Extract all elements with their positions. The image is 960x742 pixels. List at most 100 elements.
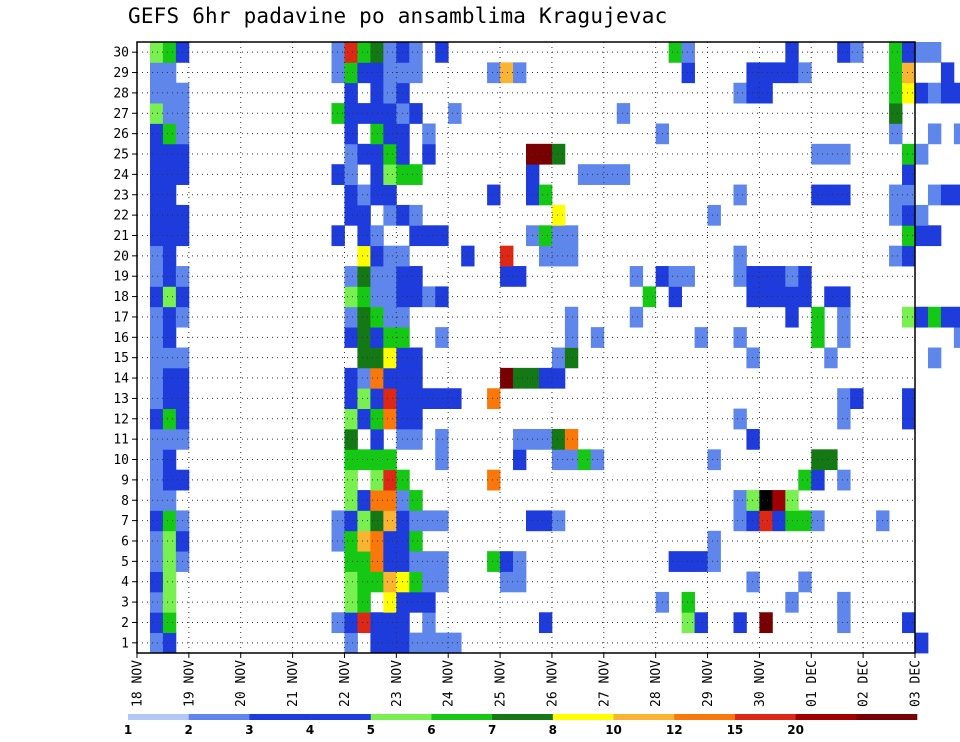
precip-cell: [435, 286, 449, 308]
precip-cell: [422, 571, 436, 593]
precip-cell: [383, 367, 397, 389]
precip-cell: [344, 143, 358, 165]
precip-cell: [733, 490, 747, 511]
y-tick-label: 16: [113, 331, 129, 346]
precip-cell: [889, 82, 903, 104]
precip-cell: [331, 103, 345, 124]
grid-lines: [137, 42, 915, 653]
precip-cell: [357, 612, 371, 634]
y-tick-label: 19: [113, 270, 129, 285]
precip-cell: [668, 286, 682, 308]
precip-cell: [733, 82, 747, 104]
precip-cell: [344, 551, 358, 572]
precip-cell: [538, 143, 553, 165]
colorbar-segment: [431, 714, 493, 720]
precip-cell: [772, 490, 786, 511]
precip-cell: [149, 428, 164, 450]
precip-cell: [162, 408, 177, 430]
precip-cell: [902, 164, 916, 185]
precip-cell: [435, 42, 449, 63]
precip-cell: [513, 367, 527, 389]
precip-cell: [357, 143, 371, 165]
precip-cell: [940, 306, 955, 328]
precip-cell: [149, 184, 164, 206]
precip-cell: [162, 469, 177, 491]
precip-cells: [149, 42, 960, 654]
precip-cell: [344, 510, 358, 532]
precip-cell: [162, 164, 177, 185]
precip-cell: [396, 306, 410, 328]
precip-cell: [344, 266, 358, 287]
precip-cell: [383, 469, 397, 491]
precip-cell: [344, 449, 358, 471]
colorbar-label: 5: [367, 723, 375, 737]
precip-cell: [889, 204, 903, 226]
precip-cell: [149, 103, 164, 124]
precip-cell: [357, 103, 371, 124]
chart-title: GEFS 6hr padavine po ansamblima Kragujev…: [128, 4, 668, 28]
colorbar-label: 8: [549, 723, 557, 737]
precip-cell: [344, 327, 358, 348]
precip-cell: [538, 245, 553, 267]
precip-cell: [824, 347, 838, 369]
colorbar-label: 1: [124, 723, 132, 737]
precip-cell: [357, 408, 371, 430]
precip-cell: [409, 388, 423, 409]
precip-cell: [331, 42, 345, 63]
precip-cell: [331, 62, 345, 84]
colorbar-segment: [674, 714, 736, 720]
precip-cell: [927, 306, 942, 328]
precip-cell: [837, 306, 851, 328]
precip-cell: [759, 82, 773, 104]
precip-cell: [409, 204, 423, 226]
precip-cell: [344, 103, 358, 124]
precip-cell: [396, 327, 410, 348]
precip-cell: [357, 62, 371, 84]
precip-cell: [733, 612, 747, 634]
precip-cell: [837, 184, 851, 206]
x-tick-label: 02 DEC: [857, 660, 872, 707]
colorbar-label: 10: [605, 723, 622, 737]
colorbar-label: 2: [185, 723, 193, 737]
x-tick-label: 30 NOV: [753, 660, 768, 707]
precip-cell: [733, 327, 747, 348]
colorbar-label: 6: [427, 723, 435, 737]
precip-cell: [383, 103, 397, 124]
precip-cell: [344, 571, 358, 593]
precip-cell: [162, 123, 177, 145]
precip-cell: [551, 449, 566, 471]
precip-cell: [707, 449, 721, 471]
precip-cell: [344, 367, 358, 389]
precip-cell: [927, 184, 942, 206]
precip-cell: [331, 164, 345, 185]
precip-cell: [902, 82, 916, 104]
colorbar-segment: [856, 714, 918, 720]
precip-cell: [551, 367, 566, 389]
precip-cell: [435, 571, 449, 593]
x-tick-label: 21 NOV: [286, 660, 301, 707]
precip-cell: [953, 123, 960, 145]
precip-cell: [500, 551, 514, 572]
colorbar-segment: [795, 714, 857, 720]
precip-cell: [357, 591, 371, 613]
precip-cell: [772, 510, 786, 532]
precip-cell: [551, 428, 566, 450]
precip-cell: [902, 388, 916, 409]
precip-cell: [383, 204, 397, 226]
precip-cell: [357, 388, 371, 409]
precip-cell: [902, 204, 916, 226]
precip-cell: [396, 510, 410, 532]
precip-cell: [344, 306, 358, 328]
precip-cell: [149, 327, 164, 348]
precip-cell: [162, 245, 177, 267]
precip-cell: [396, 164, 410, 185]
colorbar-label: 3: [245, 723, 253, 737]
precip-cell: [383, 591, 397, 613]
y-tick-label: 8: [121, 494, 129, 509]
precip-cell: [149, 266, 164, 287]
precip-cell: [422, 286, 436, 308]
precip-cell: [409, 286, 423, 308]
precip-cell: [396, 266, 410, 287]
precip-cell: [798, 266, 812, 287]
precip-cell: [513, 62, 527, 84]
